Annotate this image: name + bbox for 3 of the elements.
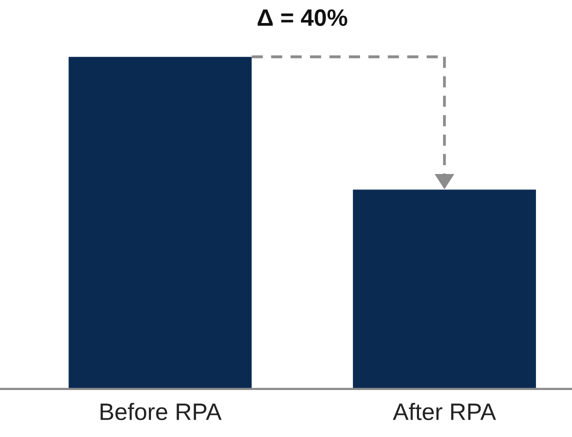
text: Δ = 40%: [258, 9, 348, 26]
x-tick-label: Before RPA: [100, 402, 222, 420]
x-tick-label: After RPA: [392, 402, 496, 420]
